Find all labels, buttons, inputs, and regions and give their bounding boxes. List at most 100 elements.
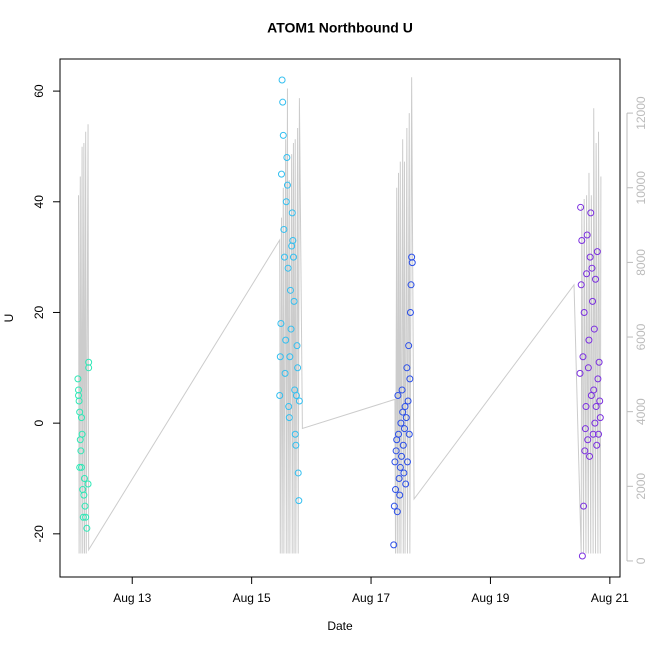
- x-axis-title: Date: [327, 619, 353, 633]
- point: [408, 259, 416, 267]
- x-tick-label: Aug 21: [591, 591, 629, 605]
- point: [278, 76, 286, 84]
- point: [596, 397, 604, 405]
- point: [580, 308, 588, 316]
- point: [589, 297, 597, 305]
- point: [581, 425, 589, 433]
- point: [276, 353, 284, 361]
- point: [289, 237, 297, 245]
- point: [584, 436, 592, 444]
- x-tick-label: Aug 15: [233, 591, 271, 605]
- point: [391, 458, 399, 466]
- point: [586, 452, 594, 460]
- point: [400, 425, 408, 433]
- point: [279, 98, 287, 106]
- point: [404, 397, 412, 405]
- point: [277, 170, 285, 178]
- point: [395, 430, 403, 438]
- point: [396, 491, 404, 499]
- point: [279, 131, 287, 139]
- y2-tick-label: 8000: [634, 249, 648, 276]
- point: [77, 447, 85, 455]
- point: [593, 248, 601, 256]
- point: [406, 375, 414, 383]
- y-tick-label: 40: [32, 195, 46, 209]
- point: [282, 336, 290, 344]
- point: [577, 281, 585, 289]
- depth-line: [78, 77, 602, 554]
- point: [402, 480, 410, 488]
- y2-tick-label: 2000: [634, 473, 648, 500]
- point: [403, 458, 411, 466]
- point: [77, 463, 85, 471]
- point: [295, 497, 303, 505]
- point: [294, 364, 302, 372]
- point: [284, 264, 292, 272]
- point: [286, 286, 294, 294]
- point: [590, 325, 598, 333]
- point: [77, 414, 85, 422]
- y2-tick-label: 10000: [634, 171, 648, 205]
- point: [393, 508, 401, 516]
- plot-frame: [59, 58, 621, 578]
- point: [282, 198, 290, 206]
- point: [290, 297, 298, 305]
- point: [280, 225, 288, 233]
- point: [592, 403, 600, 411]
- point: [398, 386, 406, 394]
- x-tick-label: Aug 17: [352, 591, 390, 605]
- point: [586, 253, 594, 261]
- point: [399, 441, 407, 449]
- point: [406, 308, 414, 316]
- point: [585, 336, 593, 344]
- point: [84, 480, 92, 488]
- point: [392, 447, 400, 455]
- point: [294, 469, 302, 477]
- point: [576, 369, 584, 377]
- point: [78, 430, 86, 438]
- point: [581, 447, 589, 455]
- point: [80, 474, 88, 482]
- point: [286, 353, 294, 361]
- point: [394, 391, 402, 399]
- point: [292, 441, 300, 449]
- point: [283, 154, 291, 162]
- point: [587, 209, 595, 217]
- x-tick-label: Aug 13: [113, 591, 151, 605]
- point: [82, 513, 90, 521]
- point: [591, 419, 599, 427]
- point: [578, 552, 586, 560]
- point: [579, 353, 587, 361]
- point: [588, 264, 596, 272]
- point: [580, 502, 588, 510]
- point: [295, 397, 303, 405]
- point: [403, 364, 411, 372]
- point: [582, 403, 590, 411]
- point: [407, 281, 415, 289]
- point: [583, 270, 591, 278]
- point: [395, 474, 403, 482]
- point: [277, 320, 285, 328]
- point: [292, 391, 300, 399]
- point: [584, 364, 592, 372]
- point: [596, 414, 604, 422]
- point: [396, 463, 404, 471]
- point: [397, 419, 405, 427]
- point: [85, 358, 93, 366]
- point: [577, 203, 585, 211]
- y-tick-label: 20: [32, 305, 46, 319]
- point: [593, 441, 601, 449]
- point: [405, 430, 413, 438]
- point: [583, 231, 591, 239]
- point: [280, 253, 288, 261]
- point: [285, 403, 293, 411]
- point: [285, 414, 293, 422]
- point: [401, 403, 409, 411]
- point: [405, 342, 413, 350]
- point: [288, 209, 296, 217]
- point: [74, 375, 82, 383]
- chart-title: ATOM1 Northbound U: [267, 20, 413, 36]
- point: [79, 513, 87, 521]
- point: [400, 469, 408, 477]
- y2-tick-label: 12000: [634, 96, 648, 130]
